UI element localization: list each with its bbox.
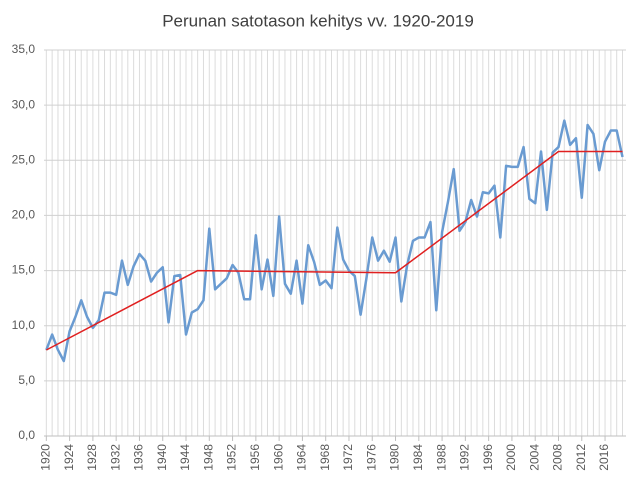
x-tick-label: 1964 xyxy=(295,444,309,471)
x-tick-label: 1920 xyxy=(38,444,52,471)
x-tick-label: 1940 xyxy=(155,444,169,471)
y-tick-label: 30,0 xyxy=(12,97,36,111)
x-tick-label: 2008 xyxy=(551,444,565,471)
x-tick-label: 1956 xyxy=(248,444,262,471)
x-tick-label: 2000 xyxy=(504,444,518,471)
x-tick-label: 1992 xyxy=(458,444,472,471)
x-tick-label: 1948 xyxy=(201,444,215,471)
x-tick-label: 2016 xyxy=(597,444,611,471)
y-tick-label: 10,0 xyxy=(12,318,36,332)
x-tick-label: 1936 xyxy=(132,444,146,471)
x-tick-label: 1932 xyxy=(108,444,122,471)
data-line xyxy=(45,119,624,363)
y-tick-label: 0,0 xyxy=(18,428,35,442)
x-tick-label: 1968 xyxy=(318,444,332,471)
x-tick-label: 1952 xyxy=(225,444,239,471)
x-tick-label: 1976 xyxy=(364,444,378,471)
x-tick-label: 1980 xyxy=(388,444,402,471)
y-tick-label: 5,0 xyxy=(18,373,35,387)
x-tick-label: 2004 xyxy=(527,444,541,471)
x-tick-label: 2012 xyxy=(574,444,588,471)
x-tick-label: 1960 xyxy=(271,444,285,471)
x-tick-label: 1996 xyxy=(481,444,495,471)
chart-title: Perunan satotason kehitys vv. 1920-2019 xyxy=(162,11,474,30)
x-tick-label: 1944 xyxy=(178,444,192,471)
y-tick-label: 35,0 xyxy=(12,42,36,56)
x-tick-label: 1924 xyxy=(62,444,76,471)
x-tick-label: 1988 xyxy=(434,444,448,471)
data-line xyxy=(45,150,623,351)
y-tick-label: 20,0 xyxy=(12,208,36,222)
y-tick-label: 15,0 xyxy=(12,263,36,277)
x-tick-label: 1928 xyxy=(85,444,99,471)
x-tick-label: 1984 xyxy=(411,444,425,471)
y-tick-label: 25,0 xyxy=(12,152,36,166)
x-tick-label: 1972 xyxy=(341,444,355,471)
